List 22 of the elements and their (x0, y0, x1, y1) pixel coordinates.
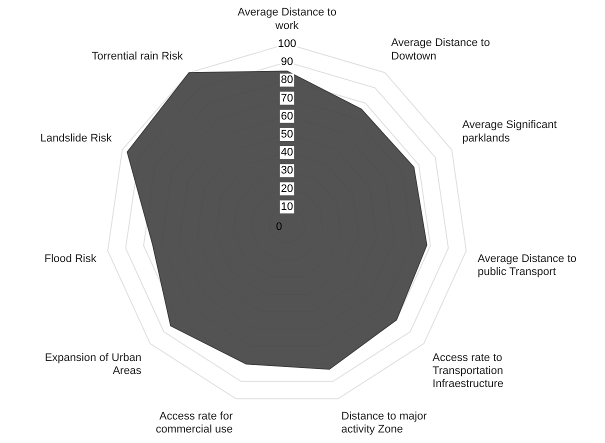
spoke-label: Average Distance to public Transport (478, 253, 576, 278)
spoke-label: Distance to major activity Zone (341, 410, 428, 436)
spoke-label: Access rate for commercial use (156, 410, 234, 436)
spoke-label: Average Distance to Dowtown (391, 37, 490, 62)
y-tick-label: 60 (280, 110, 294, 122)
spoke-label: Access rate to Transportation Infraestructure (432, 352, 504, 390)
y-tick-label: 10 (280, 200, 294, 213)
y-tick-label: 70 (280, 92, 294, 104)
spoke-label: Flood Risk (44, 253, 97, 266)
y-tick-label: 0 (276, 221, 282, 234)
y-tick-label: 20 (280, 182, 294, 195)
spoke-label: Average Significant parklands (462, 119, 557, 144)
y-tick-label: 50 (280, 128, 294, 140)
spoke-label: Torrential rain Risk (92, 50, 184, 62)
y-tick-label: 40 (280, 146, 294, 159)
spoke-label: Expansion of Urban Areas (44, 352, 142, 377)
y-tick-label: 100 (278, 38, 296, 50)
y-tick-label: 90 (280, 56, 294, 68)
y-tick-label: 80 (280, 74, 294, 86)
y-tick-label: 30 (280, 164, 294, 177)
spoke-label: Landslide Risk (40, 132, 112, 144)
spoke-label: Average Distance to work (238, 6, 336, 32)
